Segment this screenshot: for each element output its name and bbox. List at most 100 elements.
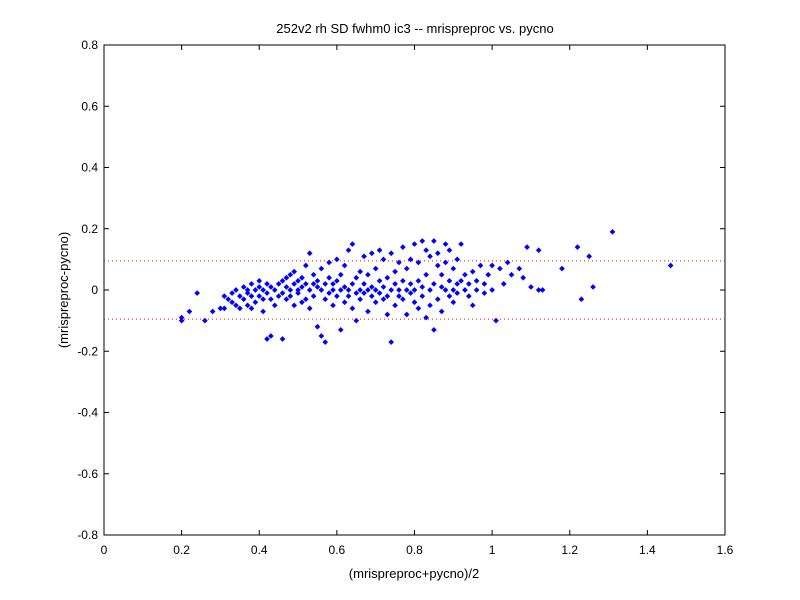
- data-point: [578, 296, 585, 303]
- data-point: [384, 311, 391, 318]
- data-point: [368, 284, 375, 290]
- data-point: [419, 293, 426, 299]
- data-point: [322, 296, 329, 303]
- data-point: [427, 302, 433, 309]
- data-point: [349, 305, 356, 312]
- data-point: [365, 271, 371, 278]
- data-point: [248, 305, 255, 312]
- data-point: [372, 287, 379, 293]
- data-point: [368, 250, 375, 257]
- data-point: [411, 241, 418, 247]
- data-point: [462, 287, 468, 293]
- data-point: [431, 238, 437, 244]
- data-point: [376, 290, 383, 296]
- data-point: [337, 287, 344, 293]
- data-point: [466, 293, 472, 299]
- data-point: [415, 259, 422, 266]
- data-point: [268, 333, 274, 339]
- y-tick-label: 0.8: [81, 38, 98, 52]
- data-point: [326, 290, 332, 296]
- data-point: [303, 281, 309, 287]
- data-point: [559, 265, 565, 272]
- data-point: [388, 339, 395, 345]
- data-point: [473, 287, 480, 293]
- data-point: [574, 244, 581, 250]
- data-point: [403, 287, 410, 293]
- data-point: [427, 253, 433, 260]
- data-point: [458, 277, 464, 284]
- data-point: [667, 262, 674, 269]
- data-point: [349, 281, 356, 287]
- data-point: [415, 277, 422, 284]
- data-point: [403, 311, 410, 318]
- data-point: [264, 336, 270, 342]
- data-point: [229, 290, 235, 296]
- data-point: [299, 284, 305, 290]
- data-point: [411, 287, 418, 293]
- data-point: [423, 314, 429, 321]
- data-point: [473, 277, 480, 284]
- data-point: [590, 284, 596, 290]
- data-point: [314, 284, 321, 290]
- data-point: [489, 287, 495, 293]
- y-tick-label: -0.6: [77, 467, 98, 481]
- data-point: [535, 287, 542, 293]
- x-tick-label: 0: [101, 543, 108, 557]
- data-point: [279, 277, 286, 284]
- data-point: [508, 271, 515, 278]
- data-point: [322, 339, 329, 345]
- data-point: [539, 287, 546, 293]
- data-point: [361, 281, 367, 287]
- data-point: [306, 250, 313, 257]
- data-point: [194, 290, 200, 296]
- data-point: [256, 293, 263, 299]
- data-point: [357, 296, 363, 303]
- data-point: [434, 262, 441, 269]
- x-tick-label: 1.6: [717, 543, 734, 557]
- scatter-series: [178, 228, 674, 345]
- data-point: [233, 287, 239, 293]
- data-point: [609, 228, 616, 235]
- data-point: [450, 265, 457, 272]
- data-point: [392, 268, 398, 275]
- data-point: [287, 287, 294, 293]
- data-point: [392, 302, 398, 309]
- data-point: [423, 247, 429, 254]
- data-point: [524, 244, 530, 250]
- data-point: [376, 247, 383, 254]
- data-point: [349, 241, 356, 247]
- data-point: [291, 281, 298, 287]
- data-point: [237, 293, 243, 299]
- data-point: [368, 293, 375, 299]
- data-point: [345, 287, 352, 293]
- x-tick-label: 0.6: [329, 543, 346, 557]
- data-point: [586, 253, 592, 260]
- data-point: [535, 247, 542, 254]
- data-point: [221, 305, 228, 312]
- data-point: [330, 302, 336, 309]
- data-point: [357, 268, 363, 275]
- data-point: [256, 284, 263, 290]
- data-point: [287, 293, 294, 299]
- data-point: [380, 296, 387, 303]
- data-point: [372, 299, 379, 306]
- x-tick-label: 1.4: [639, 543, 656, 557]
- chart-title: 252v2 rh SD fwhm0 ic3 -- mrispreproc vs.…: [276, 21, 553, 36]
- data-point: [186, 308, 193, 315]
- y-tick-label: 0.4: [81, 161, 98, 175]
- data-point: [314, 323, 321, 330]
- data-point: [434, 250, 441, 257]
- data-point: [299, 274, 305, 281]
- data-point: [528, 284, 534, 290]
- data-point: [248, 281, 255, 287]
- data-point: [202, 317, 208, 324]
- data-point: [353, 274, 360, 281]
- data-point: [380, 284, 387, 290]
- data-point: [497, 265, 503, 272]
- data-point: [481, 290, 488, 296]
- data-point: [485, 271, 492, 278]
- data-point: [446, 247, 453, 254]
- data-point: [260, 308, 266, 315]
- y-tick-label: -0.8: [77, 528, 98, 542]
